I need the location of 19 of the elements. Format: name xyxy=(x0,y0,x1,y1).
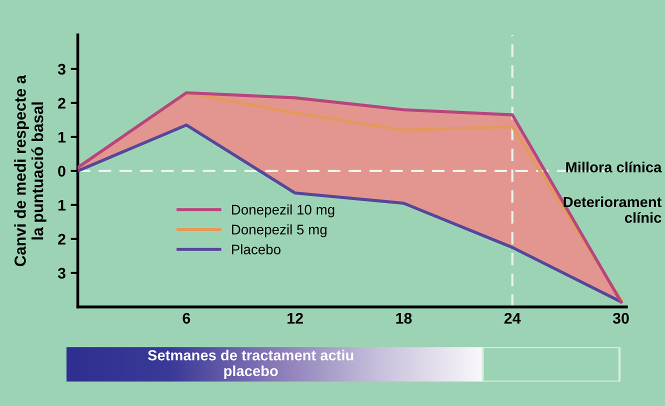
x-tick-label: 24 xyxy=(504,312,521,324)
x-tick-label: 12 xyxy=(288,312,303,324)
legend-label: Placebo xyxy=(232,244,280,254)
y-tick-label: 2 xyxy=(58,98,66,108)
x-tick-label: 18 xyxy=(396,312,412,324)
x-tick-label: 6 xyxy=(182,312,190,324)
x-axis-title: Setmanes de tractament actiu placebo xyxy=(148,350,354,380)
legend-label: Donepezil 5 mg xyxy=(232,224,326,238)
y-tick-label: 3 xyxy=(58,268,66,279)
annotation: Deteriorament clínic xyxy=(564,196,662,223)
annotation: Millora clínica xyxy=(566,162,662,172)
y-tick-label: 3 xyxy=(58,64,66,75)
y-tick-label: 1 xyxy=(58,132,66,142)
y-tick-label: 0 xyxy=(58,166,66,177)
y-tick-label: 2 xyxy=(58,234,66,244)
x-tick-label: 30 xyxy=(612,312,629,324)
legend-label: Donepezil 10 mg xyxy=(232,204,334,218)
y-axis-title: Canvi de medi respecte a la puntuació basal xyxy=(14,74,46,266)
y-tick-label: 1 xyxy=(58,200,66,210)
